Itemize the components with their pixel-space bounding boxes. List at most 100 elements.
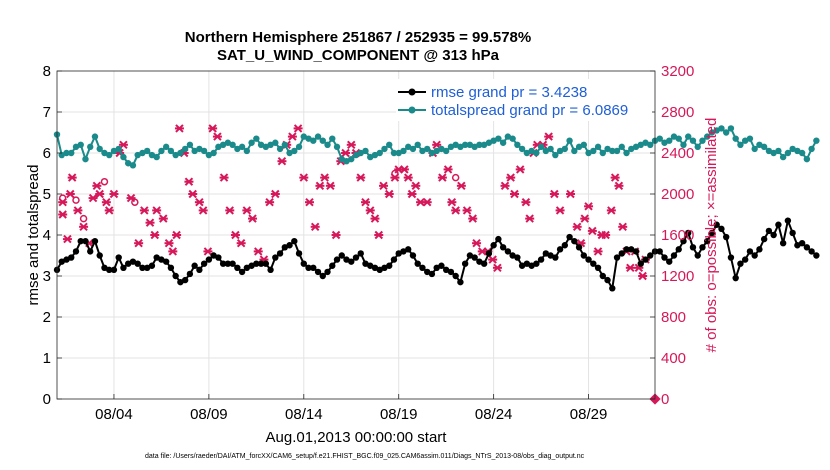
rmse-point xyxy=(91,237,99,245)
totalspread-point xyxy=(68,149,75,157)
y-left-tick-label: 3 xyxy=(43,268,51,285)
rmse-point xyxy=(737,260,744,267)
obs-assimilated-marker xyxy=(407,189,417,199)
rmse-point xyxy=(561,242,569,249)
totalspread-point xyxy=(566,137,573,144)
rmse-point xyxy=(779,240,787,247)
rmse-point xyxy=(708,229,716,237)
obs-assimilated-marker xyxy=(379,181,389,191)
totalspread-point xyxy=(594,143,602,151)
rmse-point xyxy=(87,248,94,255)
rmse-point xyxy=(727,254,735,261)
legend-box xyxy=(396,79,652,121)
obs-assimilated-marker xyxy=(515,165,525,174)
obs-assimilated-marker xyxy=(346,140,356,150)
totalspread-point xyxy=(381,145,388,153)
obs-assimilated-marker xyxy=(79,222,89,232)
rmse-point xyxy=(661,254,668,261)
obs-assimilated-marker xyxy=(625,263,635,273)
obs-assimilated-marker xyxy=(593,247,603,256)
totalspread-point xyxy=(647,141,654,148)
rmse-point xyxy=(642,256,649,263)
rmse-point xyxy=(310,264,317,271)
rmse-point xyxy=(272,254,279,261)
rmse-point xyxy=(670,252,678,259)
obs-assimilated-marker xyxy=(549,189,559,199)
rmse-point xyxy=(585,256,592,263)
totalspread-point xyxy=(200,147,208,155)
obs-possible-marker xyxy=(391,169,399,178)
totalspread-point xyxy=(813,137,820,144)
totalspread-point xyxy=(656,135,663,142)
rmse-point xyxy=(238,268,246,276)
rmse-point xyxy=(760,235,768,243)
obs-assimilated-marker xyxy=(88,193,98,203)
totalspread-point xyxy=(310,137,317,144)
totalspread-point xyxy=(153,153,160,161)
rmse-point xyxy=(253,260,260,267)
rmse-point xyxy=(224,260,232,267)
y-left-tick-label: 1 xyxy=(43,350,51,367)
obs-possible-marker xyxy=(451,173,460,182)
rmse-point xyxy=(789,229,796,237)
totalspread-point xyxy=(784,149,792,157)
totalspread-point xyxy=(295,143,303,151)
rmse-point xyxy=(167,264,175,271)
rmse-point xyxy=(556,246,564,253)
totalspread-point xyxy=(798,149,806,157)
rmse-point xyxy=(200,260,208,267)
y-right-tick-label: 2000 xyxy=(661,186,694,203)
totalspread-point xyxy=(248,139,255,146)
totalspread-point xyxy=(82,155,89,163)
obs-assimilated-marker xyxy=(287,132,297,141)
rmse-point xyxy=(613,254,621,261)
obs-assimilated-marker xyxy=(411,181,421,191)
totalspread-point xyxy=(167,147,175,155)
x-tick-label: 08/14 xyxy=(285,406,323,423)
x-tick-label: 08/09 xyxy=(190,406,228,423)
totalspread-point xyxy=(106,151,113,159)
rmse-point xyxy=(229,260,236,267)
totalspread-point xyxy=(499,139,507,146)
totalspread-point xyxy=(319,137,326,144)
rmse-point xyxy=(447,268,455,276)
rmse-point xyxy=(746,248,754,255)
obs-assimilated-marker xyxy=(610,173,620,182)
rmse-point xyxy=(461,260,469,267)
obs-assimilated-marker xyxy=(601,230,611,240)
chart-subtitle: SAT_U_WIND_COMPONENT @ 313 hPa xyxy=(217,47,500,64)
totalspread-point xyxy=(737,141,744,148)
totalspread-point xyxy=(96,145,103,153)
rmse-point xyxy=(172,272,179,280)
rmse-point xyxy=(419,264,426,271)
rmse-point xyxy=(813,252,820,259)
obs-assimilated-marker xyxy=(168,247,178,256)
rmse-point xyxy=(666,258,673,265)
rmse-point xyxy=(329,262,336,269)
totalspread-point xyxy=(699,137,706,144)
y-left-tick-label: 5 xyxy=(43,186,51,203)
rmse-point xyxy=(675,246,682,253)
rmse-point xyxy=(305,264,312,271)
totalspread-point xyxy=(348,155,355,163)
obs-assimilated-marker xyxy=(164,238,174,248)
totalspread-point xyxy=(281,141,289,148)
totalspread-point xyxy=(476,141,483,148)
obs-assimilated-marker xyxy=(152,206,162,215)
rmse-point xyxy=(722,233,730,241)
rmse-point xyxy=(262,260,270,267)
obs-assimilated-marker xyxy=(572,222,582,232)
rmse-point xyxy=(775,221,782,228)
rmse-point xyxy=(689,244,697,251)
totalspread-point xyxy=(276,145,284,153)
rmse-point xyxy=(552,254,559,261)
totalspread-point xyxy=(390,149,398,157)
obs-assimilated-marker xyxy=(462,206,472,215)
totalspread-point xyxy=(333,143,341,151)
rmse-point xyxy=(571,237,578,245)
rmse-point xyxy=(770,231,777,239)
obs-assimilated-marker xyxy=(109,189,119,199)
obs-possible-marker xyxy=(100,177,109,186)
totalspread-point xyxy=(423,145,431,153)
totalspread-point xyxy=(177,149,184,157)
